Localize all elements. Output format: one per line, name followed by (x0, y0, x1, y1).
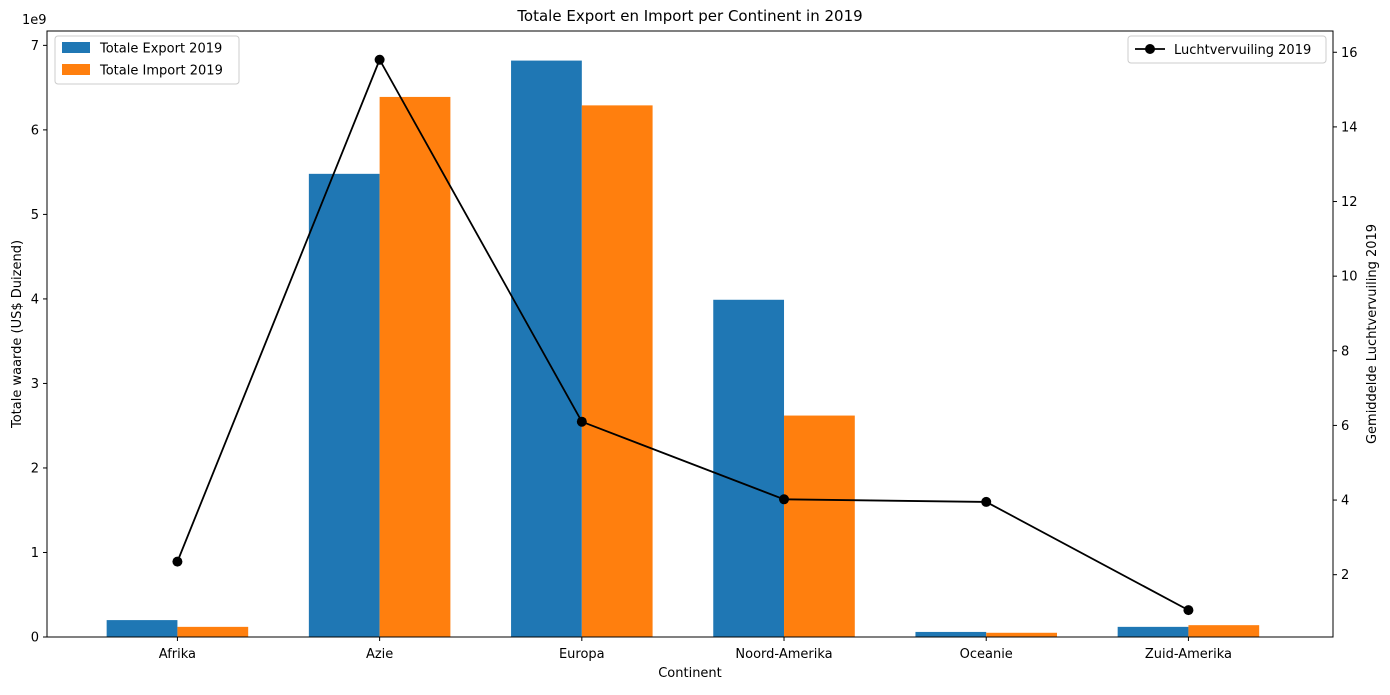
pollution-marker-4 (981, 496, 992, 507)
y-right-tick-label-0: 2 (1341, 568, 1349, 583)
y-right-tick-label-2: 6 (1341, 419, 1349, 434)
bar-export-5 (1117, 626, 1189, 637)
bar-import-3 (784, 415, 855, 637)
y-left-tick-label-2: 2 (31, 461, 39, 476)
y-left-tick-label-0: 0 (31, 631, 39, 646)
x-tick-label-1: Azie (366, 647, 393, 662)
y-right-tick-label-3: 8 (1341, 344, 1349, 359)
bar-import-1 (379, 96, 451, 637)
bar-export-2 (511, 60, 582, 637)
pollution-marker-2 (576, 416, 587, 427)
x-tick-label-4: Oceanie (960, 647, 1013, 662)
x-tick-label-2: Europa (559, 647, 605, 662)
y-right-tick-label-7: 16 (1341, 46, 1358, 61)
y-left-offset-label: 1e9 (22, 13, 47, 28)
legend-bars-box (54, 35, 240, 85)
y-right-tick-label-4: 10 (1341, 270, 1358, 285)
y-left-tick-label-5: 5 (31, 208, 39, 223)
legend-label-0: Totale Export 2019 (99, 42, 222, 57)
y-left-tick-label-3: 3 (31, 377, 39, 392)
bar-export-1 (308, 173, 380, 637)
legend-swatch-1 (62, 64, 90, 75)
pollution-marker-0 (172, 556, 183, 567)
y-left-tick-label-4: 4 (31, 292, 39, 307)
bar-import-4 (986, 632, 1057, 637)
y-left-axis-label: Totale waarde (US$ Duizend) (10, 240, 25, 429)
legend-swatch-0 (62, 42, 90, 53)
bar-export-4 (915, 631, 987, 637)
legend-label-1: Totale Import 2019 (99, 64, 223, 79)
legend-line-box (1127, 35, 1327, 64)
y-right-tick-label-1: 4 (1341, 494, 1349, 509)
bar-import-0 (177, 626, 249, 637)
y-left-tick-label-6: 6 (31, 123, 39, 138)
x-tick-label-5: Zuid-Amerika (1145, 647, 1232, 662)
pollution-marker-1 (374, 54, 385, 65)
chart-title: Totale Export en Import per Continent in… (516, 7, 862, 25)
y-left-tick-label-7: 7 (31, 39, 39, 54)
y-right-axis-label: Gemiddelde Luchtvervuiling 2019 (1365, 224, 1380, 444)
legend-line-label: Luchtvervuiling 2019 (1174, 43, 1311, 58)
bar-import-5 (1188, 625, 1260, 637)
pollution-marker-5 (1183, 605, 1194, 616)
y-right-tick-label-6: 14 (1341, 120, 1358, 135)
y-left-tick-label-1: 1 (31, 546, 39, 561)
bar-export-0 (106, 620, 178, 637)
bar-import-2 (581, 105, 653, 637)
pollution-line (176, 57, 1189, 611)
x-tick-label-0: Afrika (159, 647, 196, 662)
plot-frame (46, 30, 1334, 638)
x-axis-label: Continent (658, 666, 722, 681)
x-tick-label-3: Noord-Amerika (735, 647, 832, 662)
legend-line-marker (1145, 44, 1155, 54)
y-right-tick-label-5: 12 (1341, 195, 1358, 210)
bar-export-3 (713, 299, 785, 637)
pollution-marker-3 (779, 494, 790, 505)
